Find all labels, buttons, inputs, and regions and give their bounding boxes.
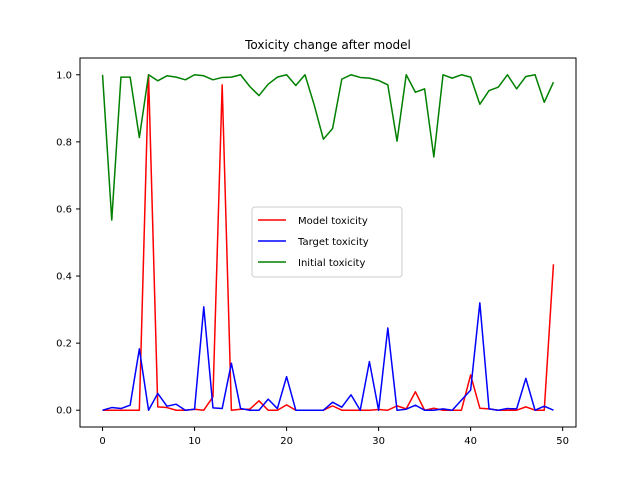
y-tick-label: 0.0 [56,406,72,417]
y-tick-label: 0.6 [56,204,72,215]
x-tick-label: 20 [280,436,293,447]
x-tick-label: 0 [99,436,105,447]
legend-label-2: Initial toxicity [298,258,365,269]
series-line-0 [102,74,555,411]
legend: Model toxicity Target toxicity Initial tox… [251,206,403,278]
x-axis: 0 10 20 30 40 50 [99,427,569,447]
x-tick-label: 50 [556,436,569,447]
x-tick-label: 10 [188,436,201,447]
x-tick-label: 40 [464,436,477,447]
plot-lines [101,74,555,411]
plot-frame [79,57,577,428]
y-tick-label: 0.8 [56,137,72,148]
series-line-2 [101,74,555,221]
legend-box [251,206,403,278]
y-tick-label: 0.4 [56,272,72,283]
y-tick-label: 0.2 [56,339,72,350]
y-tick-label: 1.0 [56,70,72,81]
legend-label-0: Model toxicity [298,216,368,227]
x-tick-label: 30 [372,436,385,447]
legend-label-1: Target toxicity [297,237,369,248]
series-line-1 [102,302,554,411]
chart-title: Toxicity change after model [244,38,411,52]
y-axis: 0.0 0.2 0.4 0.6 0.8 1.0 [56,70,80,417]
